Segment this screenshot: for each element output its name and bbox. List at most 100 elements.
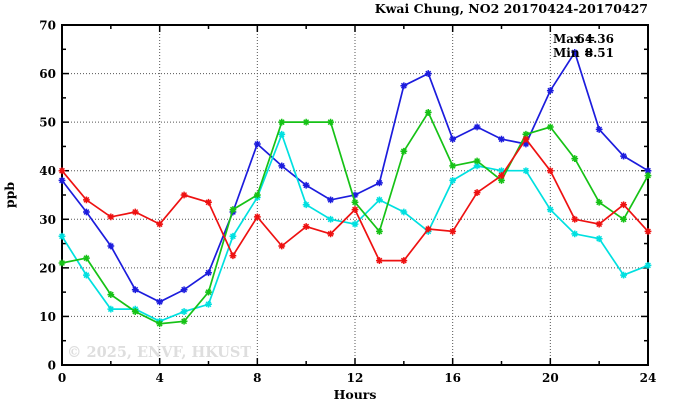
green-series-marker	[229, 206, 237, 213]
blue-series-marker	[376, 179, 383, 187]
min-annotation-label: Min =	[553, 46, 594, 60]
x-tick-label: 8	[253, 371, 261, 385]
green-series-marker	[83, 254, 90, 262]
cyan-series-marker	[449, 177, 457, 184]
max-annotation-value: 64.36	[576, 32, 614, 46]
red-series-marker	[644, 228, 652, 235]
y-tick-label: 40	[39, 164, 56, 178]
red-series-marker	[107, 213, 115, 221]
red-series-marker	[229, 252, 237, 260]
green-series-marker	[180, 317, 188, 325]
red-series-marker	[351, 206, 359, 213]
y-tick-label: 30	[39, 213, 56, 227]
red-series-marker	[58, 167, 66, 175]
blue-series-marker	[302, 181, 310, 189]
data-series	[58, 48, 652, 328]
x-axis-label: Hours	[334, 387, 377, 402]
blue-series-marker	[400, 82, 408, 90]
min-annotation-value: 8.51	[585, 46, 614, 60]
blue-series-marker	[180, 286, 188, 294]
green-series-marker	[522, 130, 530, 138]
green-series-marker	[253, 191, 261, 199]
green-series-marker	[546, 123, 554, 131]
red-series-marker	[498, 172, 505, 179]
red-series-marker	[546, 167, 554, 175]
green-series-marker	[131, 308, 139, 315]
x-tick-label: 4	[155, 371, 163, 385]
cyan-series-marker	[58, 232, 66, 240]
cyan-series-marker	[595, 235, 603, 243]
y-tick-label: 0	[48, 359, 56, 373]
red-series-marker	[473, 189, 481, 196]
red-series-marker	[83, 196, 90, 204]
y-tick-label: 20	[39, 261, 56, 275]
cyan-series-marker	[620, 271, 627, 279]
y-tick-label: 60	[39, 67, 56, 81]
red-series-marker	[327, 230, 334, 238]
red-series-marker	[278, 242, 286, 250]
cyan-series-line	[61, 131, 649, 323]
red-series-marker	[180, 191, 188, 199]
green-series-marker	[595, 198, 603, 206]
cyan-series-marker	[327, 215, 334, 223]
blue-series-marker	[58, 177, 66, 184]
red-series-marker	[571, 215, 579, 223]
blue-series-marker	[327, 196, 334, 204]
x-tick-label: 0	[58, 371, 66, 385]
cyan-series-marker	[180, 308, 188, 315]
blue-series-marker	[473, 123, 481, 131]
green-series-marker	[278, 118, 286, 126]
blue-series-marker	[424, 70, 432, 77]
red-series-marker	[620, 201, 627, 209]
blue-series-marker	[620, 152, 627, 160]
y-tick-label: 10	[39, 310, 56, 324]
blue-series-marker	[107, 242, 115, 250]
blue-series-marker	[546, 87, 554, 94]
cyan-series-marker	[302, 201, 310, 209]
x-tick-label: 24	[640, 371, 657, 385]
green-series-marker	[351, 198, 359, 206]
blue-series-marker	[595, 126, 603, 133]
green-series-marker	[327, 118, 334, 126]
cyan-series-marker	[498, 167, 505, 175]
red-series-marker	[131, 208, 139, 216]
green-series-marker	[498, 177, 505, 184]
cyan-series-marker	[376, 196, 383, 204]
blue-series-marker	[644, 167, 652, 175]
cyan-series-marker	[546, 206, 554, 213]
x-tick-label: 20	[542, 371, 559, 385]
blue-series-line	[61, 50, 649, 303]
red-series-marker	[424, 225, 432, 233]
blue-series-marker	[571, 48, 579, 56]
blue-series-marker	[449, 135, 457, 143]
cyan-series-marker	[351, 220, 359, 228]
red-series-marker	[400, 257, 408, 264]
x-tick-label: 16	[444, 371, 461, 385]
green-series-marker	[400, 147, 408, 155]
red-series-marker	[156, 220, 164, 228]
green-series-marker	[620, 215, 627, 223]
cyan-series-marker	[400, 208, 408, 216]
red-series-marker	[522, 135, 530, 143]
red-series-marker	[595, 220, 603, 228]
cyan-series-marker	[571, 230, 579, 238]
blue-series-marker	[156, 298, 164, 306]
green-series-marker	[376, 228, 383, 235]
green-series-marker	[156, 320, 164, 328]
red-series-marker	[376, 257, 383, 264]
red-series-marker	[205, 198, 212, 206]
green-series-marker	[644, 172, 652, 179]
cyan-series-marker	[278, 130, 286, 138]
blue-series-marker	[351, 191, 359, 199]
green-series-marker	[473, 157, 481, 165]
y-tick-label: 70	[39, 19, 56, 33]
cyan-series-marker	[229, 232, 237, 240]
red-series-marker	[449, 228, 457, 235]
blue-series-marker	[522, 140, 530, 148]
cyan-series-marker	[205, 300, 212, 308]
green-series-marker	[302, 118, 310, 126]
blue-series-marker	[498, 135, 505, 143]
y-tick-label: 50	[39, 116, 56, 130]
